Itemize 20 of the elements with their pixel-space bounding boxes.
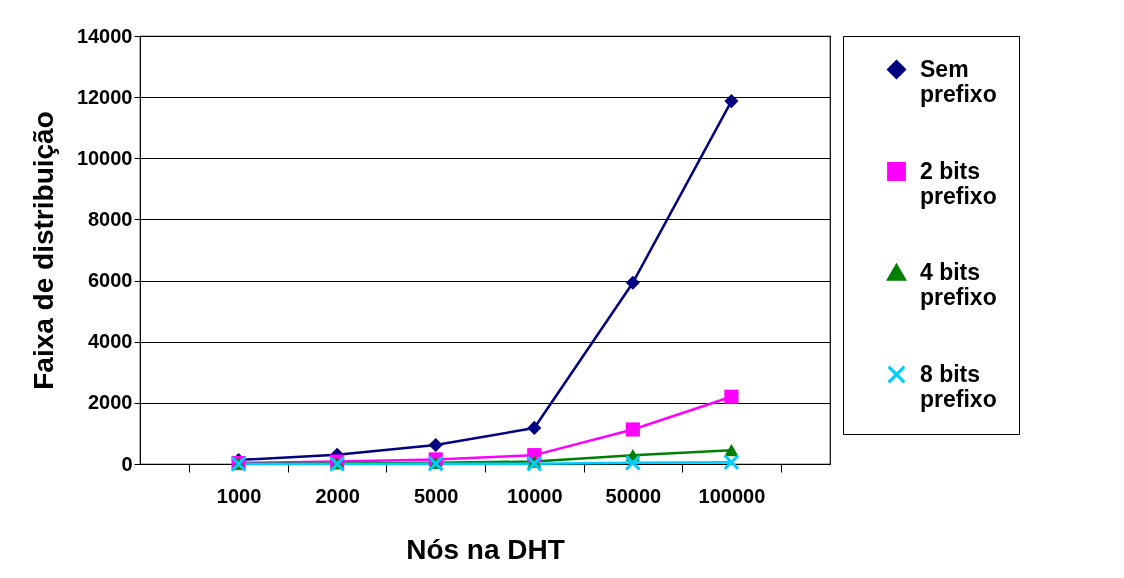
x-tick-label: 1000: [216, 484, 262, 507]
x-tick-label: 2000: [315, 484, 360, 507]
legend-label: 2 bits prefixo: [920, 157, 997, 209]
y-tick-label: 6000: [88, 269, 133, 292]
legend-label: 4 bits prefixo: [920, 258, 997, 310]
y-axis-title: Faixa de distribuição: [27, 111, 59, 390]
y-tick-label: 4000: [88, 330, 133, 353]
y-tick-label: 14000: [76, 24, 133, 47]
y-tick-label: 10000: [76, 146, 133, 169]
x-tick-label: 5000: [413, 484, 459, 507]
y-tick-label: 8000: [88, 207, 133, 230]
y-tick-label: 0: [121, 452, 133, 475]
x-tick-label: 100000: [698, 484, 766, 507]
legend-label: 8 bits prefixo: [920, 360, 997, 412]
x-tick-label: 10000: [506, 484, 563, 507]
legend-label: Sem prefixo: [920, 55, 997, 107]
x-tick-label: 50000: [605, 484, 662, 507]
x-axis-title: Nós na DHT: [406, 533, 565, 565]
y-tick-label: 12000: [76, 85, 133, 108]
y-tick-label: 2000: [88, 391, 133, 414]
